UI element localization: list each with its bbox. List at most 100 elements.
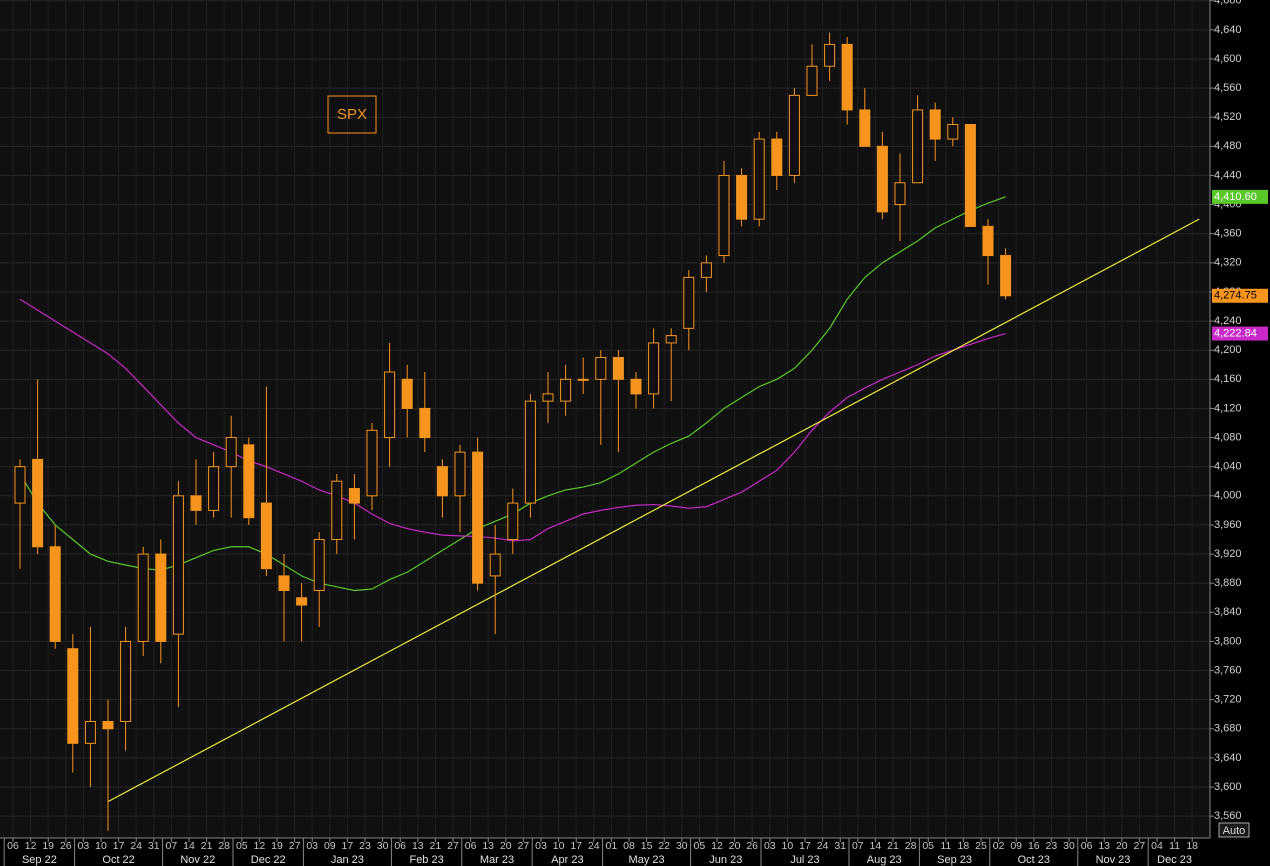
candle-body <box>947 123 959 140</box>
auto-button-label[interactable]: Auto <box>1223 825 1246 837</box>
x-tick-label: 23 <box>359 840 371 852</box>
x-tick-label: 06 <box>1081 840 1093 852</box>
x-tick-label: 27 <box>289 840 301 852</box>
month-label: Nov 22 <box>180 854 215 866</box>
x-tick-label: 15 <box>641 840 653 852</box>
x-tick-label: 14 <box>183 840 195 852</box>
x-tick-label: 20 <box>500 840 512 852</box>
candle-body <box>577 378 589 381</box>
candle-body <box>542 393 554 402</box>
x-tick-label: 21 <box>887 840 899 852</box>
y-tick-label: 4,080 <box>1214 431 1242 443</box>
y-tick-label: 4,120 <box>1214 402 1242 414</box>
candle-body <box>929 109 941 140</box>
x-tick-label: 12 <box>254 840 266 852</box>
series-last-box <box>1212 326 1268 341</box>
candle-body <box>67 648 79 744</box>
x-tick-label: 30 <box>377 840 389 852</box>
candle-body <box>912 109 924 184</box>
y-tick-label: 3,800 <box>1214 635 1242 647</box>
x-tick-label: 19 <box>271 840 283 852</box>
x-tick-label: 13 <box>482 840 494 852</box>
candle-body <box>348 488 360 504</box>
y-tick-label: 4,600 <box>1214 53 1242 65</box>
y-tick-label: 4,520 <box>1214 111 1242 123</box>
x-tick-label: 02 <box>993 840 1005 852</box>
month-label: Mar 23 <box>480 854 514 866</box>
y-tick-label: 3,560 <box>1214 810 1242 822</box>
x-tick-label: 09 <box>324 840 336 852</box>
candle-body <box>32 458 44 548</box>
x-tick-label: 13 <box>1098 840 1110 852</box>
x-tick-label: 17 <box>570 840 582 852</box>
month-label: Jul 23 <box>790 854 819 866</box>
x-tick-label: 13 <box>412 840 424 852</box>
candle-body <box>401 378 413 409</box>
x-tick-label: 30 <box>1063 840 1075 852</box>
x-tick-label: 11 <box>940 840 951 852</box>
x-tick-label: 12 <box>711 840 723 852</box>
candle-body <box>824 43 836 67</box>
auto-button[interactable]: Auto <box>1218 822 1250 838</box>
y-tick-label: 4,440 <box>1214 169 1242 181</box>
x-tick-label: 26 <box>60 840 72 852</box>
x-tick-label: 05 <box>236 840 248 852</box>
candle-body <box>507 502 519 540</box>
candle-body <box>155 553 167 642</box>
x-tick-label: 03 <box>535 840 547 852</box>
candle-body <box>137 553 149 642</box>
y-tick-label: 4,480 <box>1214 140 1242 152</box>
candle-body <box>313 538 325 591</box>
candle-body <box>366 429 378 497</box>
month-label: Dec 22 <box>251 854 286 866</box>
x-tick-label: 14 <box>870 840 882 852</box>
x-tick-label: 31 <box>834 840 846 852</box>
x-tick-label: 24 <box>817 840 829 852</box>
x-tick-label: 25 <box>975 840 987 852</box>
candle-body <box>859 109 871 147</box>
x-tick-label: 18 <box>958 840 970 852</box>
candle-body <box>436 466 448 497</box>
y-tick-label: 3,720 <box>1214 694 1242 706</box>
candle-body <box>982 225 994 257</box>
y-tick-label: 4,000 <box>1214 490 1242 502</box>
candle-body <box>384 371 396 439</box>
candle-body <box>278 575 290 591</box>
x-tick-label: 24 <box>130 840 142 852</box>
candle-body <box>454 451 466 497</box>
candle-body <box>894 182 906 206</box>
candle-body <box>753 138 765 220</box>
x-tick-label: 07 <box>852 840 864 852</box>
axes: 3,560 3,600 3,640 3,680 3,720 3,760 3,800 3,840… <box>3 0 1268 866</box>
y-tick-label: 3,600 <box>1214 781 1242 793</box>
x-tick-label: 10 <box>782 840 794 852</box>
candle-body <box>84 721 96 744</box>
candle-body <box>788 94 800 176</box>
x-tick-label: 27 <box>518 840 530 852</box>
candle-body <box>665 335 677 344</box>
series-last-box <box>1212 189 1268 204</box>
candle-body <box>14 466 26 504</box>
x-tick-label: 28 <box>905 840 917 852</box>
candle-body <box>718 174 730 257</box>
candle-body <box>736 174 748 220</box>
candle-body <box>225 437 237 468</box>
price-last-box <box>1212 288 1268 303</box>
candle-body <box>683 276 695 329</box>
x-tick-label: 05 <box>694 840 706 852</box>
y-tick-label: 4,360 <box>1214 228 1242 240</box>
x-tick-label: 17 <box>799 840 811 852</box>
month-label: Feb 23 <box>409 854 443 866</box>
candle-body <box>208 466 220 511</box>
month-label: May 23 <box>629 854 665 866</box>
month-label: Sep 23 <box>937 854 972 866</box>
candle-body <box>102 721 114 730</box>
month-label: Aug 23 <box>867 854 902 866</box>
candle-body <box>419 407 431 439</box>
x-tick-label: 20 <box>729 840 741 852</box>
candle-body <box>49 546 61 642</box>
y-tick-label: 3,960 <box>1214 519 1242 531</box>
auto-button-frame[interactable] <box>1218 822 1250 838</box>
